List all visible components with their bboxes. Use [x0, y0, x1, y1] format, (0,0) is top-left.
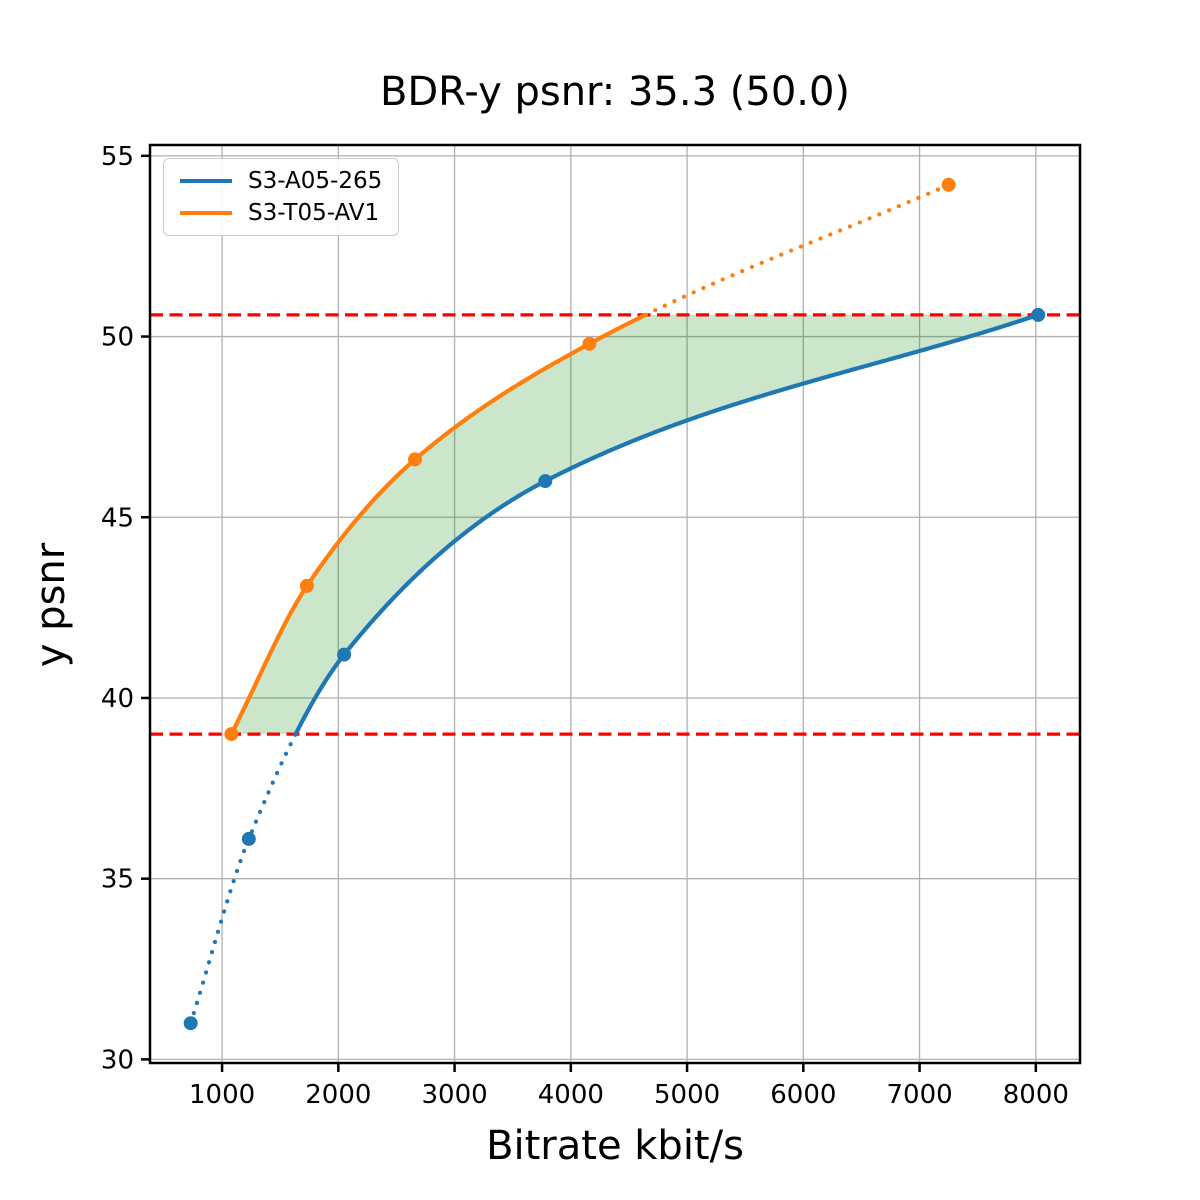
x-tick-label-2000: 2000: [305, 1080, 371, 1110]
series-curve-s3-t05-av1: [229, 312, 648, 737]
x-tick-label-4000: 4000: [538, 1080, 604, 1110]
x-tick-label-1000: 1000: [189, 1080, 255, 1110]
x-tick-label-5000: 5000: [654, 1080, 720, 1110]
legend-line-swatch-orange: [180, 211, 232, 215]
x-tick-label-6000: 6000: [770, 1080, 836, 1110]
data-point-s3-t05-av1: [408, 452, 422, 467]
legend-line-swatch-blue: [180, 179, 232, 183]
plot-border: [148, 143, 1082, 1065]
legend-item-s3-a05-265: S3-A05-265: [180, 167, 382, 195]
legend-label: S3-T05-AV1: [248, 200, 380, 226]
series-curve-s3-a05-265: [293, 312, 1041, 737]
legend: S3-A05-265 S3-T05-AV1: [163, 158, 400, 236]
data-point-s3-t05-av1: [941, 177, 956, 192]
data-point-s3-a05-265: [241, 831, 256, 846]
y-tick-label-40: 40: [101, 684, 134, 714]
data-point-s3-t05-av1: [582, 336, 597, 351]
legend-item-s3-t05-av1: S3-T05-AV1: [180, 199, 382, 227]
series-curve-s3-a05-265-dotted: [188, 732, 298, 1026]
data-point-s3-a05-265: [1031, 307, 1046, 322]
chart-title: BDR-y psnr: 35.3 (50.0): [379, 69, 851, 115]
data-point-s3-t05-av1: [224, 727, 239, 742]
data-point-s3-a05-265: [183, 1016, 198, 1031]
x-axis-label: Bitrate kbit/s: [486, 1123, 744, 1169]
x-tick-label-8000: 8000: [1003, 1080, 1069, 1110]
y-tick-label-35: 35: [101, 865, 134, 895]
bd-fill-region: [231, 314, 1039, 735]
series-curve-s3-t05-av1-dotted: [643, 182, 951, 317]
x-tick-label-3000: 3000: [421, 1080, 487, 1110]
data-point-s3-t05-av1: [299, 578, 314, 593]
y-tick-label-50: 50: [101, 323, 134, 353]
y-tick-label-55: 55: [101, 142, 134, 172]
y-axis-label: y psnr: [28, 542, 74, 668]
legend-label: S3-A05-265: [248, 168, 383, 194]
data-point-s3-a05-265: [538, 474, 553, 489]
y-tick-label-30: 30: [101, 1045, 134, 1075]
x-tick-label-7000: 7000: [886, 1080, 952, 1110]
y-tick-label-45: 45: [101, 503, 134, 533]
data-point-s3-a05-265: [337, 647, 352, 662]
